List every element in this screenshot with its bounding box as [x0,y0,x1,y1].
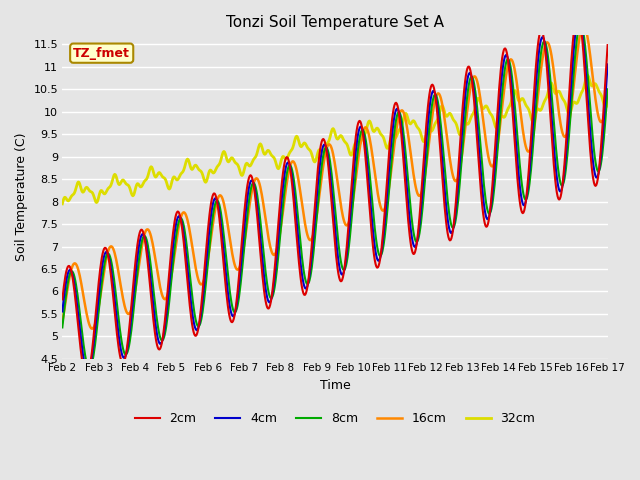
Y-axis label: Soil Temperature (C): Soil Temperature (C) [15,133,28,262]
Text: TZ_fmet: TZ_fmet [73,47,130,60]
Title: Tonzi Soil Temperature Set A: Tonzi Soil Temperature Set A [226,15,444,30]
Legend: 2cm, 4cm, 8cm, 16cm, 32cm: 2cm, 4cm, 8cm, 16cm, 32cm [129,407,540,430]
X-axis label: Time: Time [319,379,350,392]
